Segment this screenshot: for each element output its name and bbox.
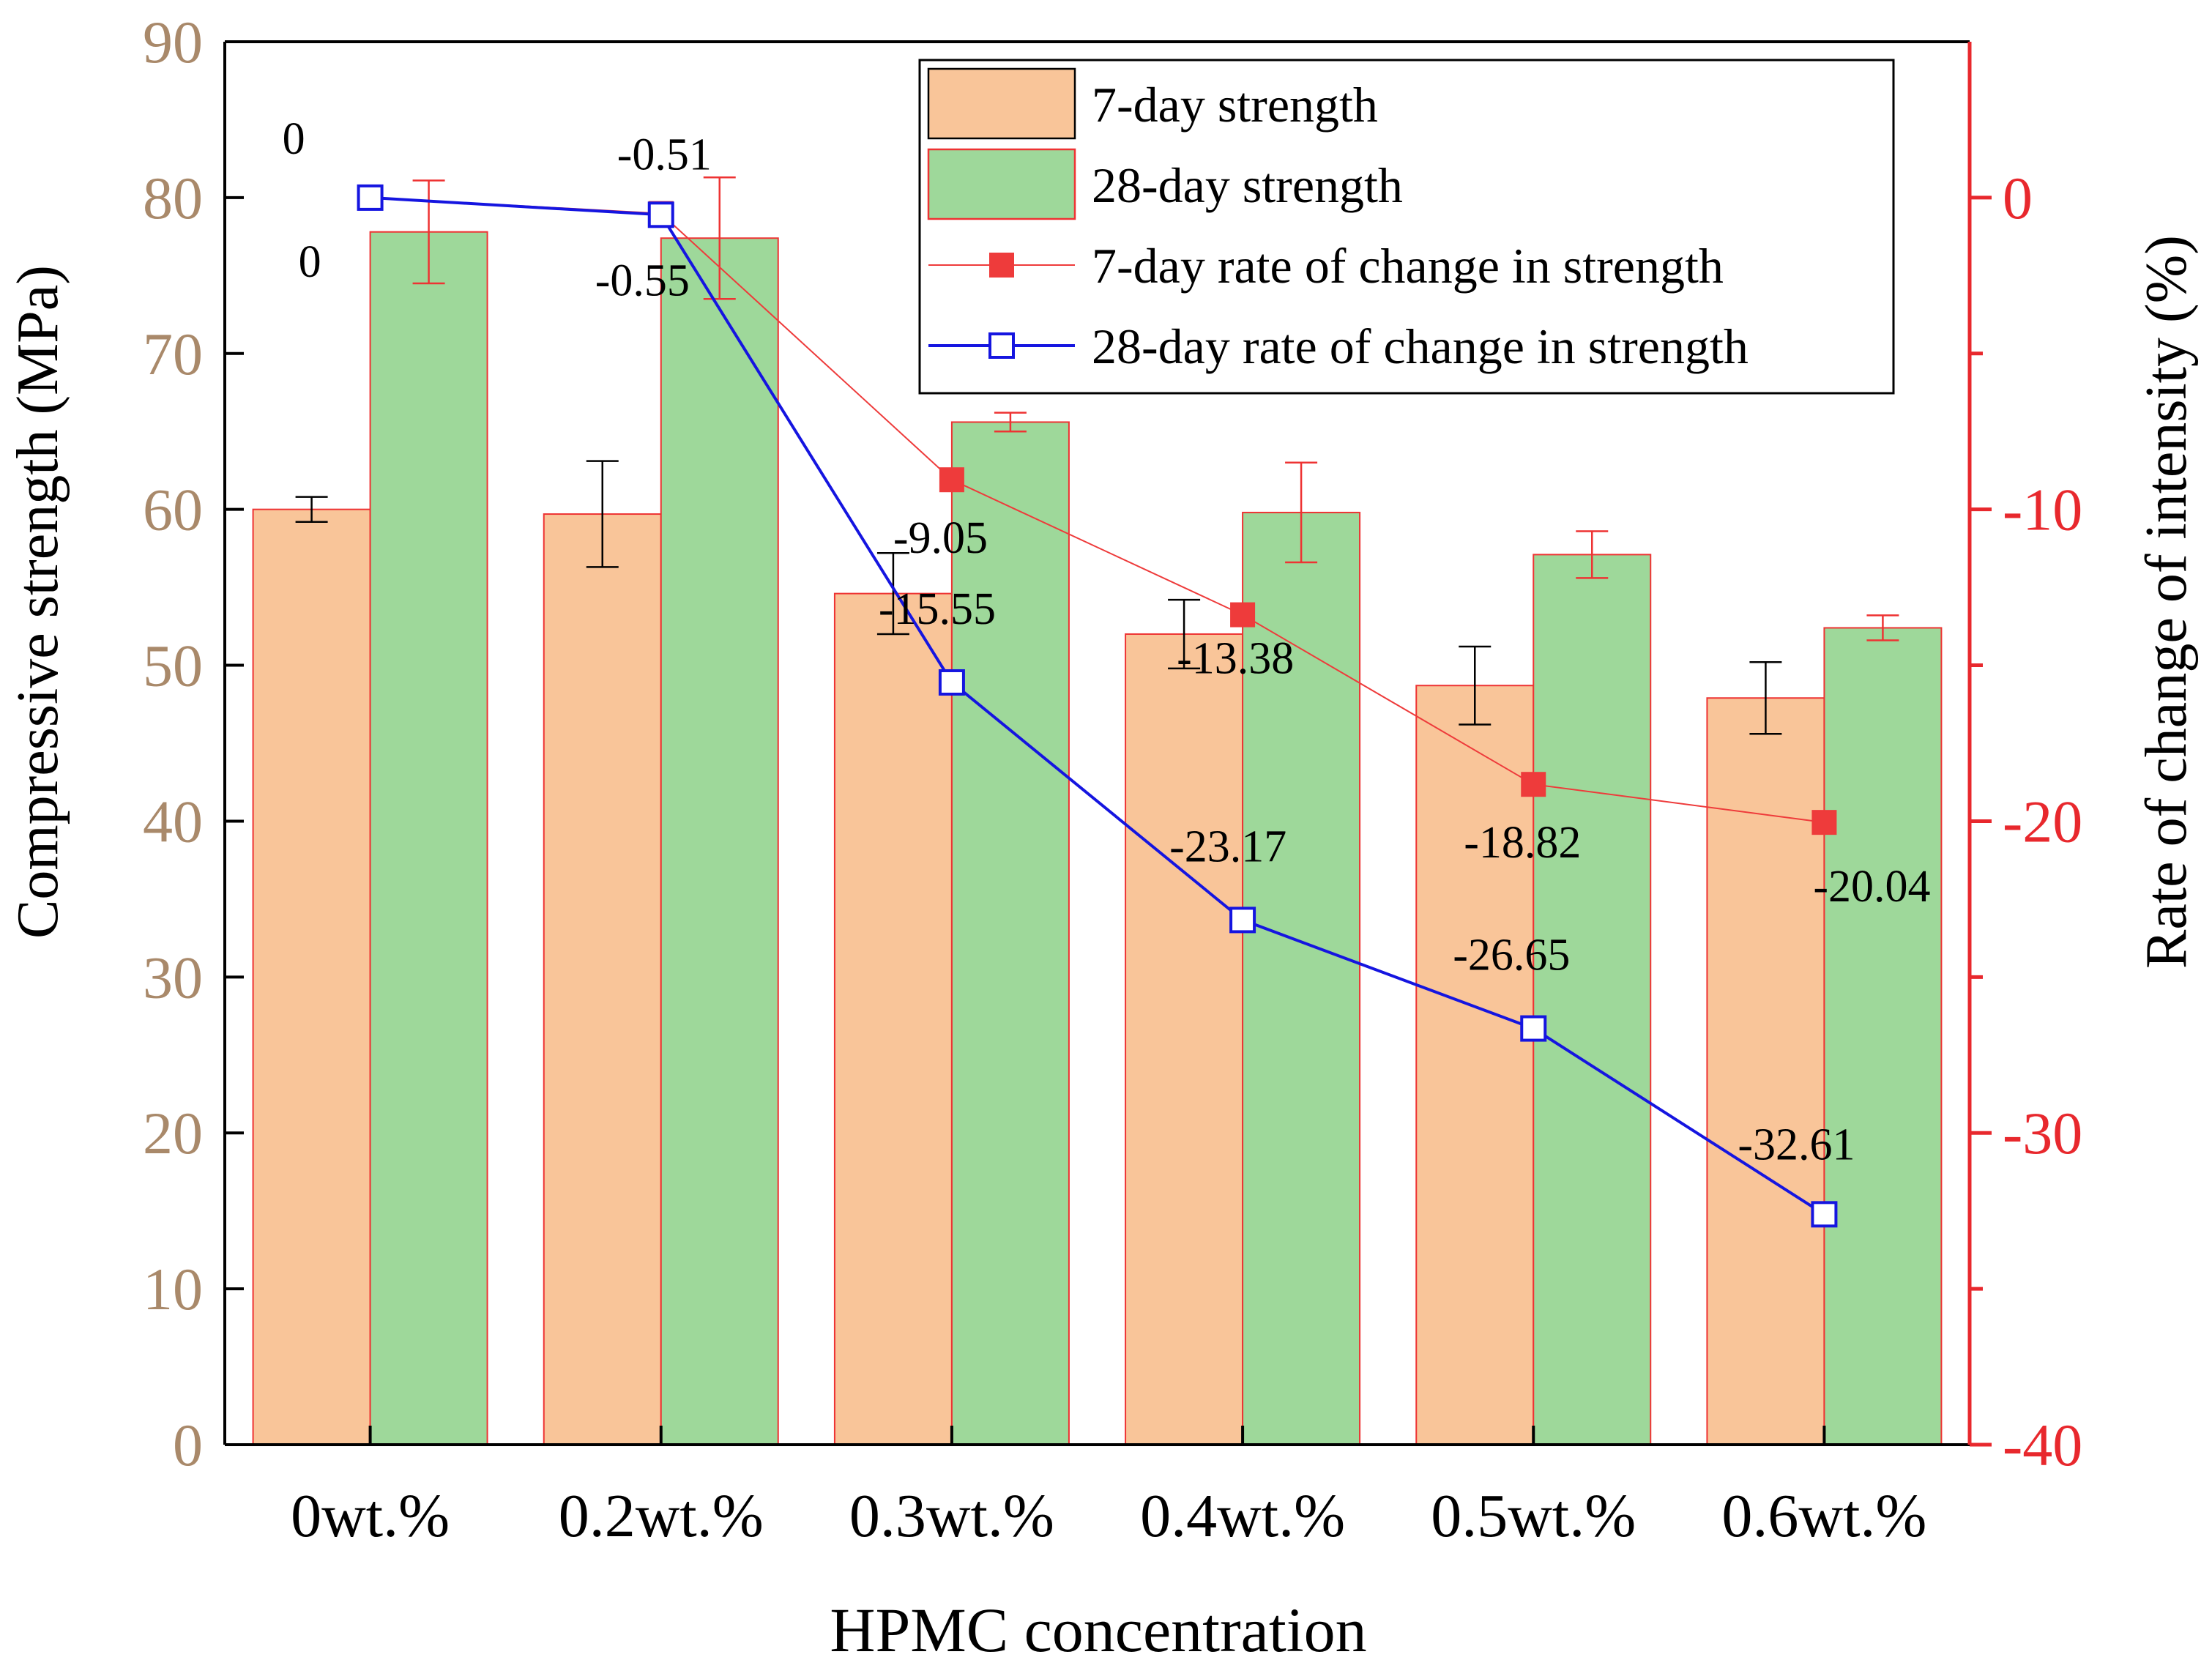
error-bar-28day-1	[703, 176, 736, 300]
data-label-28day-5: -32.61	[1738, 1120, 1855, 1169]
error-bar-7day-0	[295, 496, 328, 523]
error-bar-7day-1	[586, 460, 619, 568]
data-label-28day-1: -0.55	[595, 256, 690, 305]
marker-28day-2	[938, 669, 965, 696]
bar-7day-0	[252, 508, 371, 1446]
y-left-tick-label: 70	[143, 321, 203, 387]
error-bar-28day-3	[1285, 461, 1318, 564]
bar-28day-1	[660, 237, 779, 1445]
marker-7day-2	[939, 467, 964, 493]
x-axis-title: HPMC concentration	[830, 1595, 1366, 1665]
legend-marker-28day-rate	[988, 332, 1015, 359]
bar-28day-2	[950, 421, 1070, 1446]
y-right-tick-label: -30	[2003, 1100, 2082, 1166]
bar-7day-2	[833, 592, 953, 1445]
y-axis-left-title: Compressive strength (MPa)	[6, 265, 70, 939]
axes: 0 10 20 30 40 50 60 70 80 90 0 -10 -20 -30 -40 0wt.% 0.2…	[143, 9, 2082, 1550]
bar-28day-5	[1823, 627, 1943, 1445]
x-tick-label-1: 0.2wt.%	[559, 1482, 764, 1550]
marker-7day-3	[1230, 602, 1256, 628]
marker-28day-3	[1229, 906, 1256, 934]
error-bar-28day-5	[1866, 614, 1899, 641]
data-label-28day-4: -26.65	[1453, 931, 1570, 980]
error-bar-28day-4	[1576, 530, 1609, 579]
y-left-tick-label: 40	[143, 788, 203, 855]
data-label-7day-5: -20.04	[1813, 862, 1930, 912]
y-left-tick-label: 80	[143, 165, 203, 231]
y-left-tick-label: 50	[143, 633, 203, 699]
bar-28day-0	[369, 231, 488, 1445]
legend-swatch-28day-strength	[927, 148, 1076, 220]
y-right-tick-label: 0	[2003, 165, 2033, 231]
legend-label-7day-strength: 7-day strength	[1092, 77, 1378, 133]
error-bar-7day-2	[876, 552, 909, 636]
line-28day-rate	[370, 196, 1825, 1216]
y-right-tick-label: -10	[2003, 477, 2082, 543]
data-label-28day-0: 0	[299, 237, 321, 287]
marker-7day-4	[1521, 772, 1546, 797]
marker-7day-5	[1811, 810, 1837, 835]
y-left-tick-label: 0	[173, 1412, 203, 1478]
y-left-tick-label: 20	[143, 1100, 203, 1166]
error-bar-7day-4	[1459, 645, 1492, 726]
x-tick-label-3: 0.4wt.%	[1140, 1482, 1345, 1550]
bar-7day-1	[543, 513, 662, 1445]
marker-28day-1	[647, 201, 674, 228]
legend-swatch-7day-strength	[927, 67, 1076, 140]
error-bar-28day-0	[412, 179, 445, 285]
error-bar-28day-2	[994, 412, 1027, 433]
error-bar-7day-3	[1168, 598, 1201, 670]
y-left-tick-label: 30	[143, 944, 203, 1010]
legend-label-7day-rate: 7-day rate of change in strength	[1092, 238, 1724, 294]
x-tick-label-0: 0wt.%	[291, 1482, 450, 1550]
data-label-7day-1: -0.51	[617, 130, 712, 180]
data-label-7day-4: -18.82	[1464, 818, 1581, 868]
legend-label-28day-rate: 28-day rate of change in strength	[1092, 319, 1749, 374]
bar-7day-5	[1706, 697, 1825, 1445]
legend-box	[918, 59, 1895, 395]
bars	[252, 176, 1943, 1446]
marker-28day-0	[357, 184, 384, 211]
data-label-7day-2: -9.05	[893, 513, 988, 563]
x-tick-label-4: 0.5wt.%	[1431, 1482, 1636, 1550]
x-tick-label-2: 0.3wt.%	[849, 1482, 1054, 1550]
data-label-28day-3: -23.17	[1169, 822, 1286, 871]
data-label-7day-3: -13.38	[1177, 634, 1294, 684]
legend: 7-day strength 28-day strength 7-day rate …	[918, 59, 1895, 395]
data-labels: 0 -0.51 -9.05 -13.38 -18.82 -20.04 0 -0.55 -15.5…	[283, 114, 1931, 1169]
y-left-tick-label: 10	[143, 1256, 203, 1322]
x-tick-label-5: 0.6wt.%	[1721, 1482, 1926, 1550]
y-right-tick-label: -20	[2003, 788, 2082, 855]
marker-28day-5	[1811, 1201, 1838, 1228]
legend-marker-7day-rate	[989, 253, 1014, 278]
marker-28day-4	[1520, 1015, 1547, 1042]
error-bar-7day-5	[1749, 661, 1782, 735]
y-left-tick-label: 60	[143, 477, 203, 543]
y-axis-right-title: Rate of change of intensity (%)	[2134, 235, 2199, 969]
data-label-7day-0: 0	[283, 114, 305, 164]
data-label-28day-2: -15.55	[879, 584, 996, 634]
y-right-tick-label: -40	[2003, 1412, 2082, 1478]
rate-lines	[357, 184, 1838, 1228]
bar-28day-4	[1533, 554, 1652, 1445]
legend-label-28day-strength: 28-day strength	[1092, 157, 1403, 213]
bar-7day-4	[1415, 685, 1535, 1446]
bar-7day-3	[1125, 633, 1244, 1445]
y-left-tick-label: 90	[143, 9, 203, 75]
